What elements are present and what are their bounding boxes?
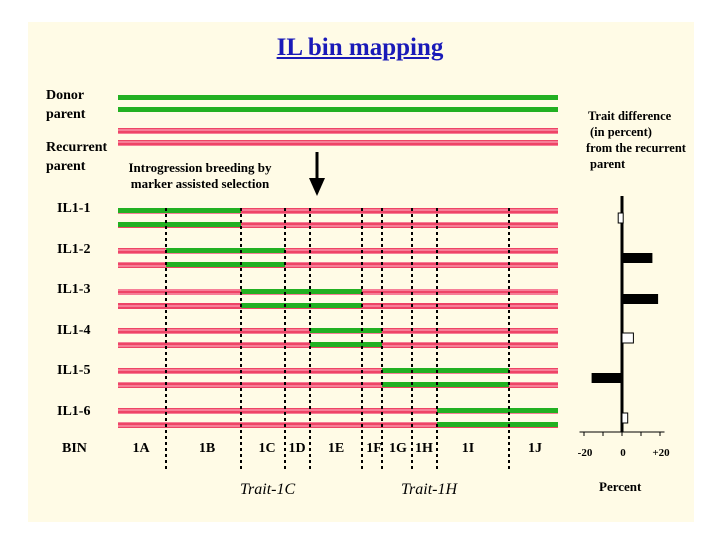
line-2-chromosome-2-introgression [166,262,285,267]
donor-parent-label: Donor parent [46,86,85,124]
trait-label-1c: Trait-1C [240,481,296,498]
introgression-note: Introgression breeding by marker assiste… [120,160,280,192]
line-1-chromosome-2-background [118,222,558,228]
trait-bar-il1-3 [622,294,659,304]
recurrent-chromosome-bottom [118,140,558,146]
line-1-chromosome-2-introgression [118,222,241,227]
trait-panel-title-line1: Trait difference [588,109,672,123]
selection-arrow-head [309,178,325,196]
trait-panel-title: Trait difference (in percent) from the r… [586,108,686,172]
line-label-3: IL1-3 [57,282,91,297]
line-5-chromosome-1-introgression [382,368,509,373]
trait-panel-title-line3: from the recurrent [586,141,686,155]
line-1-chromosome-1-introgression [118,208,241,213]
trait-panel-title-line4: parent [590,157,626,171]
line-2-chromosome-1-introgression [166,248,285,253]
bin-label-1j: 1J [528,441,542,456]
line-6-chromosome-2-background [118,422,558,428]
trait-panel-tick-label-1: -20 [577,447,593,459]
line-2-chromosome-2-background [118,262,558,268]
recurrent-label-line1: Recurrent [46,140,108,155]
donor-label-line1: Donor [46,88,85,103]
recurrent-parent-label: Recurrent parent [46,138,107,176]
recurrent-chromosome-top [118,128,558,134]
line-label-5: IL1-5 [57,363,91,378]
bin-label-1e: 1E [327,441,345,456]
line-5-chromosome-2-background [118,382,558,388]
trait-panel-tick-label-2: 0 [620,447,626,459]
line-6-chromosome-2-introgression [437,422,558,427]
bin-label-1i: 1I [461,441,475,456]
donor-label-line2: parent [46,107,86,122]
donor-chromosome-bottom [118,107,558,112]
recurrent-label-line2: parent [46,159,86,174]
line-1-chromosome-1-background [118,208,558,214]
line-5-chromosome-1-background [118,368,558,374]
trait-panel-xlabel: Percent [599,479,642,494]
line-label-4: IL1-4 [57,322,91,338]
line-2-chromosome-1-background [118,248,558,254]
trait-bar-il1-5 [591,373,622,383]
bin-label-1a: 1A [132,441,150,456]
line-6-chromosome-1-background [118,408,558,414]
bin-label-1g: 1G [389,441,407,456]
bin-label-1f: 1F [366,441,382,456]
line-5-chromosome-2-introgression [382,382,509,387]
trait-bar-il1-6 [621,412,629,424]
trait-label-1h: Trait-1H [401,481,458,498]
bin-label-1b: 1B [198,441,216,456]
donor-chromosome-top [118,95,558,100]
line-label-1: IL1-1 [57,201,91,216]
line-6-chromosome-1-introgression [437,408,558,413]
trait-bar-il1-1 [617,212,624,224]
trait-bar-il1-2 [622,253,653,263]
trait-bar-il1-4 [621,332,634,344]
introgression-note-line2: marker assisted selection [130,176,270,191]
line-3-chromosome-1-introgression [241,289,362,294]
bin-header: BIN [62,441,87,456]
line-label-6: IL1-6 [57,403,91,419]
line-4-chromosome-1-introgression [310,328,382,333]
line-4-chromosome-2-introgression [310,342,382,347]
line-label-2: IL1-2 [57,241,91,257]
page-title: IL bin mapping [276,34,444,61]
bin-label-1c: 1C [258,441,276,456]
introgression-note-line1: Introgression breeding by [128,160,272,175]
bin-label-1d: 1D [288,441,306,456]
trait-panel-tick-label-3: +20 [652,447,670,459]
bin-label-1h: 1H [415,441,433,456]
trait-panel-title-line2: (in percent) [590,125,652,139]
line-3-chromosome-2-introgression [241,303,362,308]
